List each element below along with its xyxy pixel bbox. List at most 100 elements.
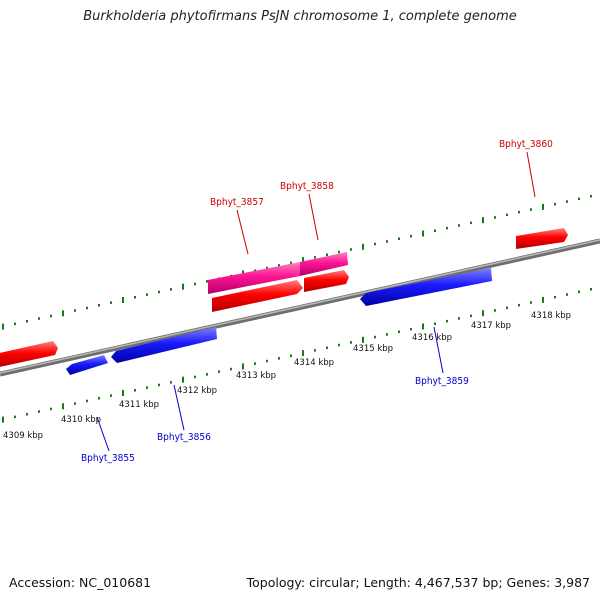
- gene-bar-bphyt-3857[interactable]: [208, 262, 300, 294]
- gene-label-bphyt-3859[interactable]: Bphyt_3859: [415, 376, 469, 387]
- upper-tick-mark: [338, 250, 340, 254]
- kbp-scale-labels: 4309 kbp 4310 kbp 4311 kbp 4312 kbp 4313…: [3, 311, 571, 441]
- lower-tick-mark: [290, 354, 292, 357]
- lower-tick-mark: [590, 288, 592, 291]
- lower-tick-mark: [74, 402, 76, 405]
- lower-tick-mark: [362, 336, 364, 343]
- lower-tick-mark: [2, 416, 4, 423]
- upper-tick-mark: [518, 210, 520, 214]
- upper-tick-mark: [386, 240, 388, 243]
- chromosome-backbone: [0, 238, 600, 377]
- upper-tick-mark: [62, 310, 64, 317]
- gene-label-bphyt-3858[interactable]: Bphyt_3858: [280, 181, 334, 192]
- kbp-label: 4318 kbp: [531, 311, 571, 321]
- upper-tick-mark: [434, 229, 436, 232]
- gene-label-bphyt-3860[interactable]: Bphyt_3860: [499, 139, 553, 150]
- accession-text: Accession: NC_010681: [9, 575, 152, 590]
- lower-tick-mark: [482, 310, 484, 317]
- lower-tick-mark: [422, 323, 424, 330]
- lower-tick-mark: [134, 389, 136, 392]
- gene-bar-bphyt-3855[interactable]: [66, 355, 108, 375]
- kbp-label: 4309 kbp: [3, 431, 43, 441]
- kbp-label: 4317 kbp: [471, 321, 511, 331]
- chromosome-backbone-highlight: [0, 239, 600, 374]
- upper-tick-mark: [98, 304, 100, 307]
- upper-tick-mark: [290, 261, 292, 264]
- gene-label-bphyt-3857[interactable]: Bphyt_3857: [210, 197, 264, 208]
- upper-tick-mark: [278, 264, 280, 267]
- lower-tick-mark: [542, 296, 544, 303]
- lower-tick-mark: [242, 363, 244, 370]
- upper-tick-row: [2, 195, 592, 330]
- lower-tick-mark: [14, 415, 16, 419]
- lower-tick-mark: [578, 290, 580, 294]
- upper-tick-mark: [590, 195, 592, 198]
- kbp-label: 4316 kbp: [412, 333, 452, 343]
- upper-tick-mark: [326, 253, 328, 256]
- upper-tick-mark: [110, 301, 112, 304]
- lower-tick-mark: [410, 327, 412, 331]
- upper-tick-mark: [494, 216, 496, 219]
- lower-tick-mark: [278, 357, 280, 360]
- lower-tick-mark: [26, 413, 28, 416]
- gene-bar-bphyt-3859[interactable]: [360, 268, 492, 306]
- lower-tick-mark: [374, 335, 376, 339]
- leader-line-bphyt-3855: [96, 416, 110, 452]
- lower-tick-mark: [266, 359, 268, 363]
- lower-tick-mark: [38, 410, 40, 413]
- lower-tick-mark: [122, 390, 124, 396]
- gene-bar-red-left[interactable]: [0, 341, 58, 368]
- gene-label-bphyt-3855[interactable]: Bphyt_3855: [81, 453, 135, 464]
- lower-tick-mark: [434, 322, 436, 325]
- upper-tick-mark: [2, 323, 4, 330]
- kbp-label: 4314 kbp: [294, 358, 334, 368]
- gene-bar-bphyt-3858[interactable]: [300, 252, 348, 276]
- leader-line-bphyt-3860: [526, 151, 536, 198]
- upper-tick-mark: [14, 322, 16, 326]
- upper-tick-mark: [38, 317, 40, 320]
- gene-labels: Bphyt_3855 Bphyt_3856 Bphyt_3857 Bphyt_3…: [81, 139, 553, 464]
- lower-tick-mark: [170, 381, 172, 384]
- upper-tick-mark: [266, 266, 268, 270]
- upper-tick-mark: [530, 208, 532, 211]
- leader-line-bphyt-3857: [236, 209, 249, 255]
- upper-tick-mark: [446, 226, 448, 230]
- upper-tick-mark: [314, 256, 316, 259]
- upper-tick-mark: [158, 290, 160, 294]
- gene-bar-bphyt-3856[interactable]: [111, 327, 217, 363]
- upper-tick-mark: [134, 296, 136, 299]
- upper-tick-mark: [122, 297, 124, 303]
- upper-tick-mark: [410, 234, 412, 238]
- lower-tick-mark: [50, 407, 52, 411]
- lower-tick-row: [2, 288, 592, 423]
- kbp-label: 4311 kbp: [119, 400, 159, 410]
- lower-tick-mark: [182, 376, 184, 383]
- upper-tick-mark: [398, 237, 400, 240]
- upper-tick-mark: [74, 309, 76, 312]
- gene-bar-bphyt-3860[interactable]: [516, 228, 568, 249]
- upper-tick-mark: [206, 280, 208, 283]
- upper-tick-mark: [554, 202, 556, 206]
- lower-tick-mark: [218, 370, 220, 373]
- kbp-label: 4312 kbp: [177, 386, 217, 396]
- leader-line-bphyt-3858: [308, 193, 319, 241]
- upper-tick-mark: [566, 200, 568, 203]
- lower-tick-mark: [230, 367, 232, 371]
- upper-tick-mark: [374, 242, 376, 246]
- upper-tick-mark: [578, 197, 580, 201]
- lower-tick-mark: [62, 403, 64, 410]
- lower-tick-mark: [146, 386, 148, 389]
- lower-tick-mark: [446, 319, 448, 323]
- gene-bar-red-under-3857[interactable]: [212, 280, 303, 312]
- lower-tick-mark: [530, 301, 532, 304]
- map-title: Burkholderia phytofirmans PsJN chromosom…: [83, 9, 517, 24]
- upper-tick-mark: [302, 257, 304, 264]
- upper-tick-mark: [146, 293, 148, 296]
- upper-tick-mark: [422, 230, 424, 237]
- kbp-label: 4315 kbp: [353, 344, 393, 354]
- upper-tick-mark: [194, 282, 196, 286]
- lower-tick-mark: [506, 306, 508, 310]
- gene-label-bphyt-3856[interactable]: Bphyt_3856: [157, 432, 211, 443]
- gene-bar-red-under-3858[interactable]: [304, 270, 349, 292]
